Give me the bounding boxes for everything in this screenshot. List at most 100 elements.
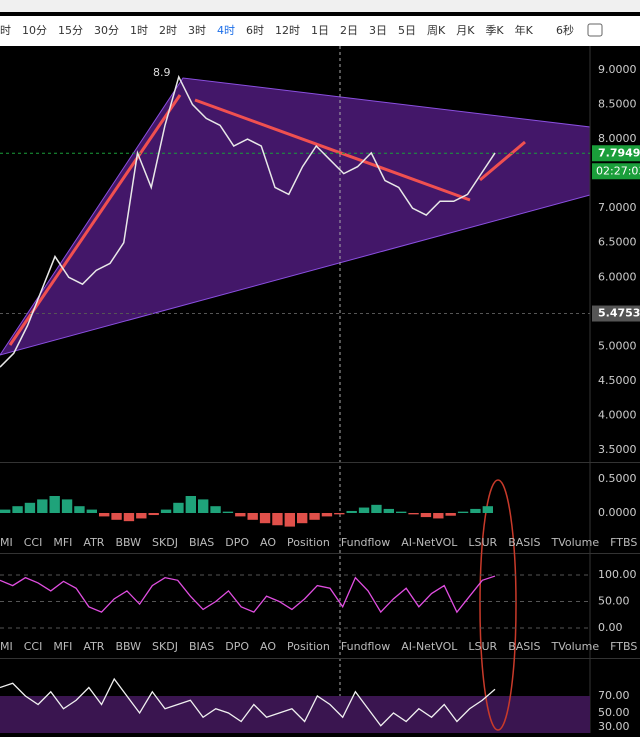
price-tag <box>592 305 640 322</box>
indicator-tab[interactable]: ATR <box>83 536 104 549</box>
histogram-bar <box>123 513 135 522</box>
interval-button[interactable]: 1日 <box>311 24 329 37</box>
histogram-bar <box>371 504 382 513</box>
interval-button[interactable]: 周K <box>427 24 446 37</box>
interval-button[interactable]: 1时 <box>130 24 148 37</box>
indicator-tab[interactable]: Fundflow <box>341 640 390 653</box>
indicator-tab[interactable]: CCI <box>24 536 43 549</box>
y-tick-label: 8.5000 <box>598 98 637 111</box>
band <box>0 696 590 733</box>
indicator-tab[interactable]: LSUR <box>468 640 497 653</box>
indicator-tab[interactable]: AO <box>260 536 276 549</box>
histogram-bar <box>111 513 122 520</box>
interval-button[interactable]: 30分 <box>94 24 119 37</box>
peak-label: 8.9 <box>153 66 171 79</box>
indicator-tab[interactable]: MFI <box>53 640 72 653</box>
indicator-line <box>0 677 496 727</box>
interval-button[interactable]: 12时 <box>275 24 300 37</box>
interval-button[interactable]: 15分 <box>58 24 83 37</box>
indicator-tab[interactable]: TVolume <box>550 536 599 549</box>
indicator-tab[interactable]: AO <box>260 640 276 653</box>
y-tick-label: 9.0000 <box>598 63 637 76</box>
interval-button[interactable]: 2日 <box>340 24 358 37</box>
indicator-tab[interactable]: SKDJ <box>152 536 178 549</box>
indicator-tab[interactable]: SKDJ <box>152 640 178 653</box>
top-bar <box>0 0 640 12</box>
y-tick-label: 3.5000 <box>598 443 637 456</box>
histogram-bar <box>470 508 481 513</box>
indicator-tab[interactable]: TVolume <box>550 640 599 653</box>
interval-button[interactable]: 时 <box>0 24 11 37</box>
histogram-bar <box>247 513 258 520</box>
histogram-bar <box>99 513 110 517</box>
y-tick-label: 4.0000 <box>598 408 637 421</box>
indicator-tab[interactable]: BASIS <box>508 640 540 653</box>
indicator-tab[interactable]: MFI <box>53 536 72 549</box>
interval-button[interactable]: 月K <box>456 24 475 37</box>
arrows <box>8 94 526 346</box>
interval-button[interactable]: 10分 <box>22 24 47 37</box>
indicator-tab[interactable]: Fundflow <box>341 536 390 549</box>
interval-button[interactable]: 2时 <box>159 24 177 37</box>
histogram-bar <box>198 499 209 513</box>
indicator-tab[interactable]: BIAS <box>189 640 214 653</box>
histogram-bar <box>482 506 493 513</box>
indicator-tab[interactable]: BBW <box>115 640 141 653</box>
histogram-bar <box>148 513 159 516</box>
price-line-series <box>0 74 496 368</box>
histogram-bar <box>24 502 36 513</box>
indicator-tab[interactable]: MI <box>0 640 13 653</box>
y-tick-label: 0.00 <box>598 621 623 634</box>
interval-button[interactable]: 5日 <box>398 24 416 37</box>
indicator-tab[interactable]: ATR <box>83 640 104 653</box>
indicator-tab[interactable]: AI-NetVOL <box>401 640 458 653</box>
indicator-tab[interactable]: CCI <box>24 640 43 653</box>
y-tick-label: 8.0000 <box>598 132 637 145</box>
histogram-bar <box>210 506 221 513</box>
divider <box>0 462 640 463</box>
interval-button[interactable]: 季K <box>485 24 504 37</box>
histogram-bar <box>309 513 320 520</box>
histogram-bar <box>396 511 407 513</box>
indicator-tab[interactable]: AI-NetVOL <box>401 536 458 549</box>
y-tick-label: 0.5000 <box>598 472 637 485</box>
histogram-bar <box>334 513 345 515</box>
arrow <box>8 94 182 346</box>
histogram-bar <box>185 496 196 513</box>
histogram-bar <box>222 511 234 513</box>
indicator-tab[interactable]: FTBS <box>610 536 637 549</box>
y-tick-label: 0.0000 <box>598 506 637 519</box>
histogram-bar <box>259 513 271 524</box>
y-tick-label: 50.00 <box>598 595 630 608</box>
histogram-bar <box>445 513 456 516</box>
indicator-tab[interactable]: FTBS <box>610 640 637 653</box>
indicator-tab[interactable]: DPO <box>225 640 249 653</box>
indicator-tab[interactable]: LSUR <box>468 536 497 549</box>
indicator-tab[interactable]: Position <box>287 536 330 549</box>
divider <box>0 553 640 554</box>
histogram-bar <box>420 513 432 518</box>
interval-button[interactable]: 年K <box>515 23 534 37</box>
interval-button[interactable]: 3时 <box>188 24 206 37</box>
interval-button[interactable]: 6时 <box>246 24 264 37</box>
indicator-line <box>0 575 496 614</box>
indicator-tab[interactable]: DPO <box>225 536 249 549</box>
indicator-tab[interactable]: BBW <box>115 536 141 549</box>
arrow <box>194 98 471 202</box>
y-tick-label: 5.0000 <box>598 339 637 352</box>
histogram-bar <box>383 508 394 513</box>
y-tick-label: 6.5000 <box>598 236 637 249</box>
histogram-bar <box>284 513 295 527</box>
interval-button[interactable]: 4时 <box>217 24 235 37</box>
indicator-tab[interactable]: MI <box>0 536 13 549</box>
price-tag <box>592 145 640 162</box>
histogram-bar <box>49 496 60 513</box>
interval-button[interactable]: 3日 <box>369 24 387 37</box>
indicator-tab[interactable]: BIAS <box>189 536 214 549</box>
price-tag-label: 7.7949 <box>598 146 640 159</box>
indicator-tab[interactable]: Position <box>287 640 330 653</box>
histogram-bar <box>408 513 419 515</box>
camera-icon[interactable] <box>587 23 603 37</box>
refresh-label[interactable]: 6秒 <box>556 23 574 37</box>
indicator-tab[interactable]: BASIS <box>508 536 540 549</box>
